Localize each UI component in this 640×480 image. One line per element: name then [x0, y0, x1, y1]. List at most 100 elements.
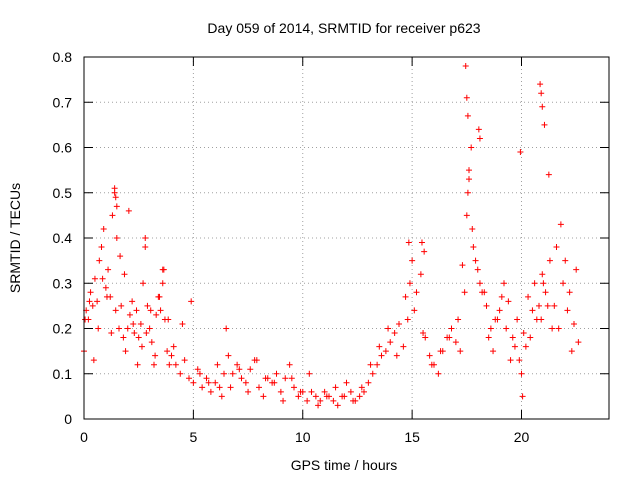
- data-point: [557, 221, 564, 228]
- data-point: [245, 388, 252, 395]
- data-point: [113, 235, 120, 241]
- data-point: [527, 334, 534, 341]
- data-point: [387, 339, 394, 346]
- data-point: [511, 343, 518, 350]
- data-point: [218, 393, 225, 400]
- data-point: [507, 357, 514, 364]
- data-point: [541, 121, 548, 128]
- data-point: [367, 361, 374, 368]
- x-tick-label: 20: [514, 429, 530, 445]
- data-point: [166, 361, 173, 368]
- data-point: [113, 203, 120, 210]
- data-point: [406, 280, 413, 287]
- data-point: [466, 167, 472, 174]
- data-point: [533, 316, 540, 323]
- data-point: [94, 298, 101, 305]
- data-point: [409, 257, 416, 264]
- data-point: [170, 343, 177, 350]
- data-point: [140, 280, 147, 287]
- data-point: [124, 325, 131, 332]
- data-point: [496, 307, 503, 314]
- data-point: [420, 330, 427, 337]
- data-point: [402, 293, 409, 300]
- data-point: [304, 397, 311, 404]
- data-point: [288, 375, 295, 382]
- data-point: [203, 375, 210, 382]
- data-point: [555, 325, 562, 332]
- data-point: [122, 348, 129, 355]
- data-point: [159, 266, 166, 273]
- data-point: [165, 316, 172, 323]
- data-point: [223, 325, 230, 332]
- data-point: [522, 343, 529, 350]
- data-point: [247, 366, 254, 373]
- data-point: [575, 339, 582, 346]
- data-point: [95, 325, 102, 332]
- data-point: [413, 289, 420, 296]
- data-point: [143, 330, 150, 337]
- data-point: [485, 334, 492, 341]
- data-point: [277, 388, 284, 395]
- data-point: [405, 239, 412, 246]
- data-point: [86, 298, 93, 305]
- data-point: [341, 393, 348, 400]
- data-point: [116, 325, 122, 332]
- data-point: [280, 397, 287, 404]
- data-point: [539, 271, 546, 278]
- data-point: [476, 280, 483, 287]
- data-point: [426, 352, 433, 359]
- data-point: [490, 348, 497, 355]
- data-point: [422, 334, 429, 341]
- data-point: [483, 302, 490, 309]
- data-point: [551, 302, 558, 309]
- data-point: [179, 320, 186, 327]
- data-point: [112, 194, 119, 201]
- data-point: [468, 144, 475, 151]
- data-point: [518, 370, 525, 377]
- data-point: [393, 352, 400, 359]
- data-point: [501, 280, 507, 287]
- data-point: [271, 379, 278, 386]
- data-point: [253, 357, 260, 364]
- data-point: [509, 334, 516, 341]
- data-point: [214, 361, 221, 368]
- data-point: [536, 302, 542, 309]
- axis-ticks: [83, 56, 609, 420]
- data-point: [138, 343, 145, 350]
- data-point: [146, 325, 153, 332]
- data-point: [334, 402, 341, 409]
- data-point: [417, 271, 424, 278]
- data-point: [435, 370, 442, 377]
- y-axis-label: SRMTID / TECUs: [7, 183, 23, 293]
- data-point: [229, 370, 236, 377]
- data-point: [347, 388, 354, 395]
- data-point: [188, 298, 195, 305]
- data-point: [308, 388, 315, 395]
- data-point: [459, 262, 466, 269]
- x-axis-tick-labels: 0 5 10 15 20: [80, 429, 529, 445]
- data-points: [81, 63, 582, 409]
- data-point: [312, 393, 319, 400]
- data-point: [421, 248, 428, 255]
- data-point: [125, 207, 132, 214]
- data-point: [487, 325, 494, 332]
- y-tick-label: 0: [64, 411, 72, 427]
- data-point: [129, 298, 136, 305]
- data-point: [369, 370, 376, 377]
- x-tick-label: 10: [295, 429, 311, 445]
- data-point: [186, 375, 192, 382]
- data-point: [147, 307, 154, 314]
- data-point: [238, 375, 245, 382]
- data-point: [568, 348, 575, 355]
- data-point: [315, 402, 322, 409]
- data-point: [126, 311, 133, 318]
- data-point: [323, 393, 330, 400]
- data-point: [194, 366, 201, 373]
- data-point: [159, 280, 166, 287]
- data-point: [118, 302, 125, 309]
- data-point: [545, 171, 552, 178]
- data-point: [90, 357, 97, 364]
- data-point: [517, 149, 524, 156]
- data-point: [365, 379, 372, 386]
- data-point: [411, 307, 418, 314]
